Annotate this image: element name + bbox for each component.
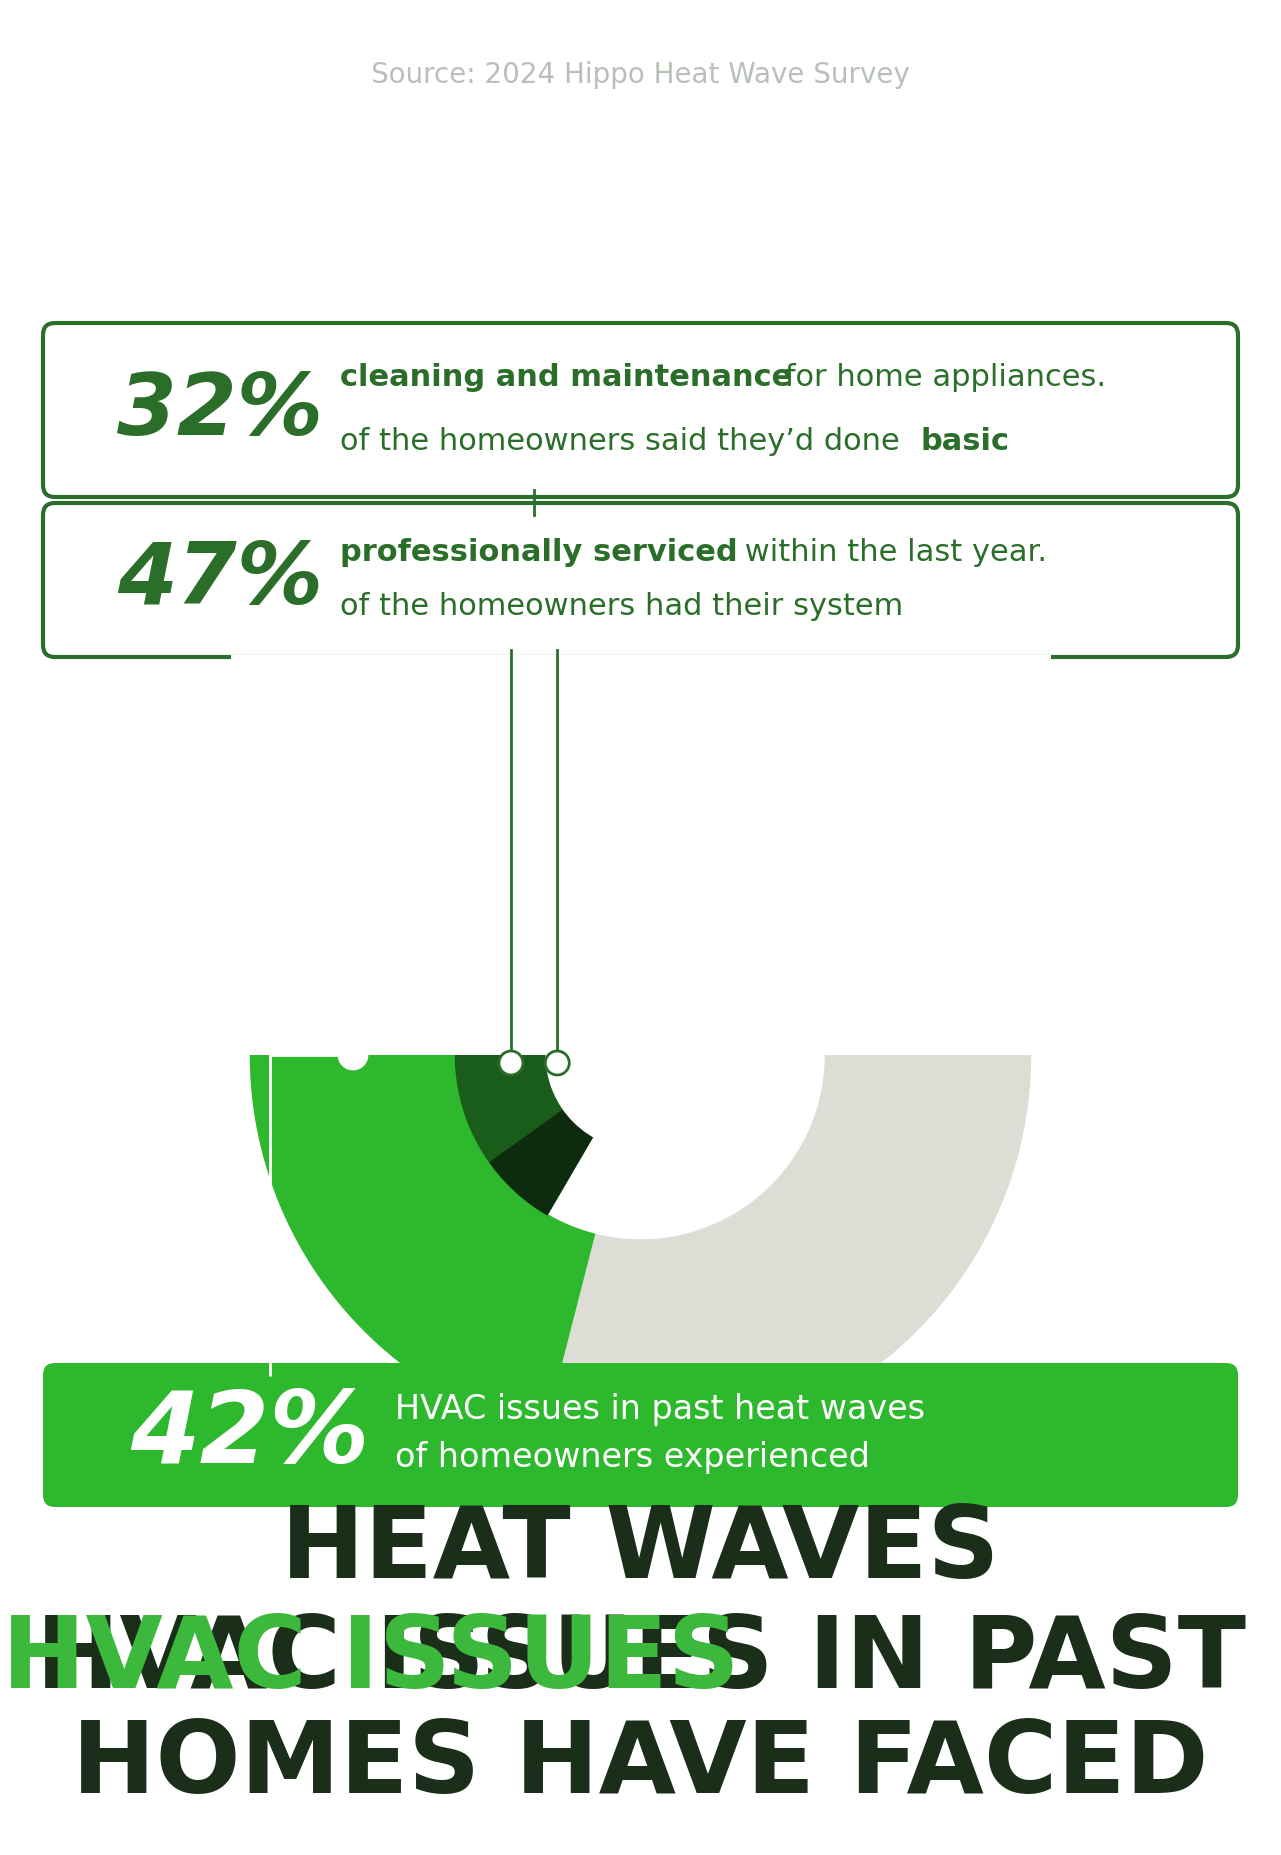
Text: 42%: 42% [131, 1388, 370, 1484]
Polygon shape [251, 1055, 594, 1432]
Circle shape [500, 1052, 523, 1076]
Text: basic: basic [920, 427, 1009, 454]
Text: of the homeowners had their system: of the homeowners had their system [339, 592, 903, 621]
Text: Source: 2024 Hippo Heat Wave Survey: Source: 2024 Hippo Heat Wave Survey [371, 61, 910, 89]
Text: cleaning and maintenance: cleaning and maintenance [339, 364, 792, 391]
Text: of the homeowners said they’d done: of the homeowners said they’d done [339, 427, 910, 454]
Polygon shape [489, 1111, 593, 1215]
FancyBboxPatch shape [44, 1363, 1237, 1506]
Polygon shape [251, 1055, 1030, 1445]
Text: HVAC ISSUES: HVAC ISSUES [1, 1612, 739, 1708]
Text: HOMES HAVE FACED: HOMES HAVE FACED [72, 1716, 1209, 1814]
Text: 47%: 47% [117, 540, 323, 621]
FancyBboxPatch shape [44, 325, 1237, 497]
Text: 32%: 32% [117, 369, 323, 453]
Text: HVAC issues in past heat waves: HVAC issues in past heat waves [395, 1393, 925, 1425]
Text: of homeowners experienced: of homeowners experienced [395, 1439, 870, 1473]
Text: HVAC ISSUES IN PAST: HVAC ISSUES IN PAST [36, 1612, 1245, 1708]
Circle shape [339, 1041, 366, 1070]
Circle shape [546, 961, 735, 1150]
Text: professionally serviced: professionally serviced [339, 538, 738, 566]
FancyBboxPatch shape [44, 505, 1237, 659]
Text: HEAT WAVES: HEAT WAVES [282, 1503, 999, 1599]
Polygon shape [456, 1055, 564, 1163]
Circle shape [546, 1052, 569, 1076]
Text: within the last year.: within the last year. [735, 538, 1047, 566]
Bar [231, 655, 1050, 1055]
Text: for home appliances.: for home appliances. [775, 364, 1106, 391]
